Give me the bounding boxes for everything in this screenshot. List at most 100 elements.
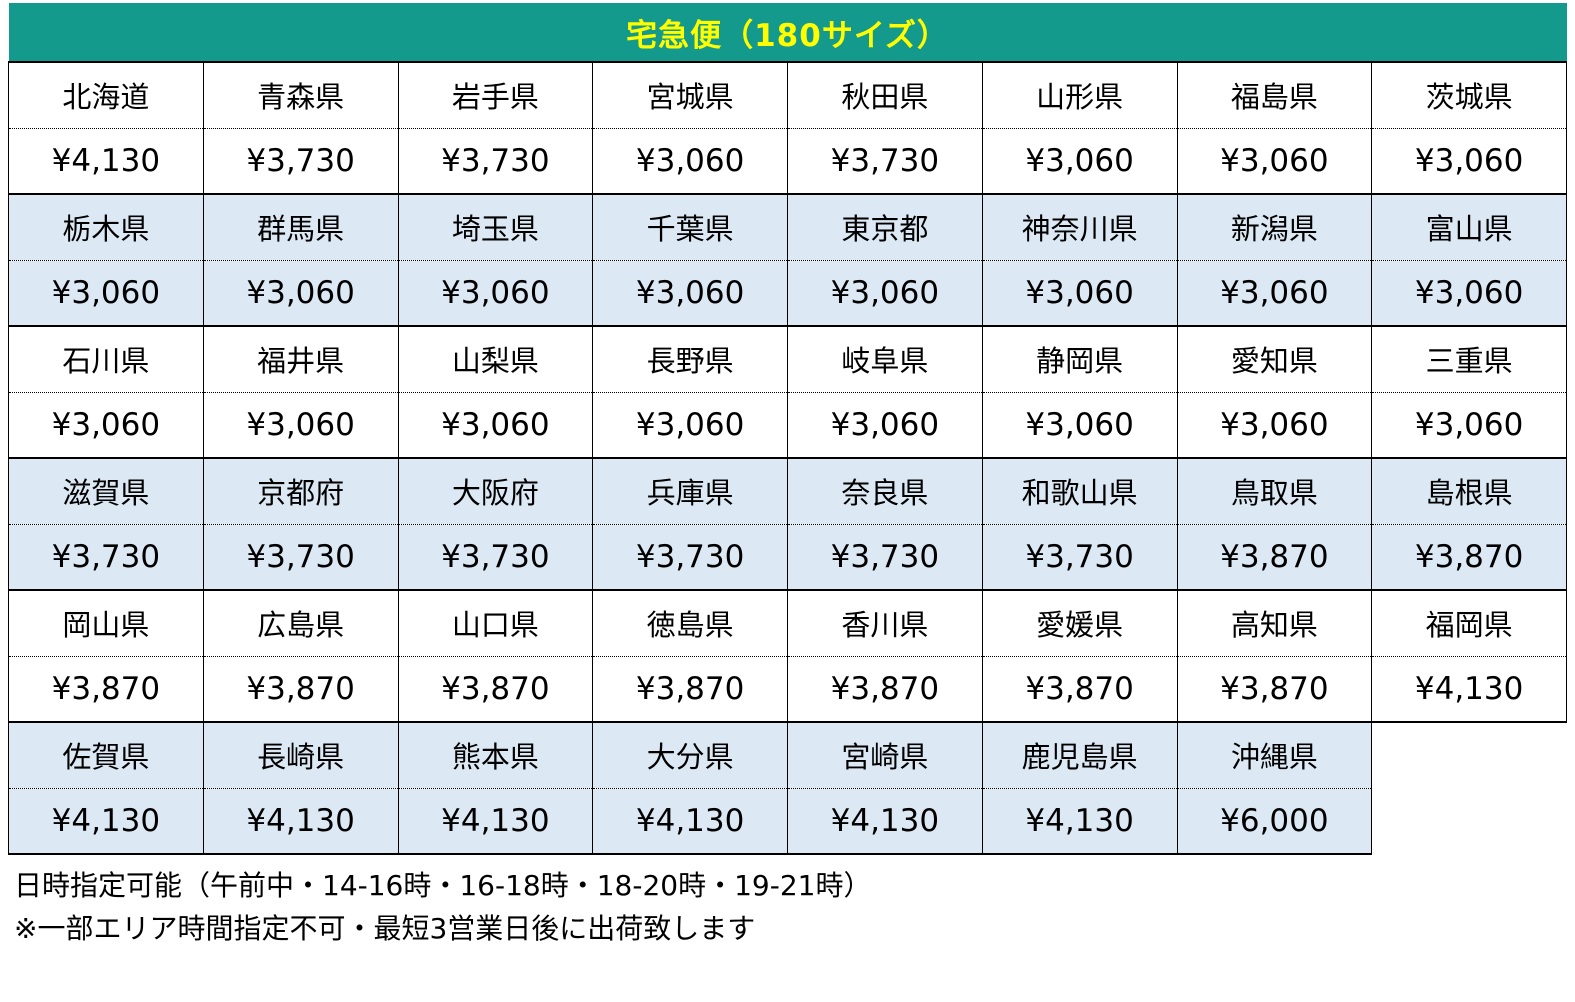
prefecture-cell: 福島県: [1176, 61, 1373, 129]
prefecture-cell: 北海道: [8, 61, 204, 129]
price-cell: ¥6,000: [1176, 787, 1373, 855]
prefecture-name-row: 栃木県 群馬県 埼玉県 千葉県 東京都 神奈川県 新潟県 富山県: [8, 193, 1567, 261]
price-cell: ¥3,060: [981, 259, 1178, 327]
price-row: ¥3,060 ¥3,060 ¥3,060 ¥3,060 ¥3,060 ¥3,060 ¥3,0…: [8, 259, 1567, 327]
table-title: 宅急便（180サイズ）: [8, 3, 1567, 62]
prefecture-cell: 愛知県: [1176, 325, 1373, 393]
price-cell: ¥3,060: [787, 391, 983, 459]
rate-table-body: 宅急便（180サイズ） 北海道 青森県 岩手県 宮城県 秋田県 山形県 福島県 茨城県 ¥4,1…: [8, 3, 1567, 855]
prefecture-cell: 新潟県: [1176, 193, 1373, 261]
price-cell: ¥4,130: [202, 787, 399, 855]
price-cell: ¥3,060: [397, 259, 594, 327]
price-row: ¥4,130 ¥4,130 ¥4,130 ¥4,130 ¥4,130 ¥4,130 ¥6,0…: [8, 787, 1567, 855]
prefecture-cell: 山口県: [397, 589, 594, 657]
prefecture-cell: 岐阜県: [787, 325, 983, 393]
prefecture-cell: 岩手県: [397, 61, 594, 129]
shipping-rate-table: 宅急便（180サイズ） 北海道 青森県 岩手県 宮城県 秋田県 山形県 福島県 茨城県 ¥4,1…: [8, 3, 1567, 855]
prefecture-cell: 埼玉県: [397, 193, 594, 261]
prefecture-name-row: 石川県 福井県 山梨県 長野県 岐阜県 静岡県 愛知県 三重県: [8, 325, 1567, 393]
price-row: ¥3,870 ¥3,870 ¥3,870 ¥3,870 ¥3,870 ¥3,870 ¥3,8…: [8, 655, 1567, 723]
prefecture-cell: 山形県: [981, 61, 1178, 129]
shipping-restriction-note: ※一部エリア時間指定不可・最短3営業日後に出荷致します: [14, 912, 756, 946]
prefecture-name-row: 北海道 青森県 岩手県 宮城県 秋田県 山形県 福島県 茨城県: [8, 61, 1567, 129]
price-row: ¥3,060 ¥3,060 ¥3,060 ¥3,060 ¥3,060 ¥3,060 ¥3,0…: [8, 391, 1567, 459]
price-cell: ¥3,060: [592, 259, 788, 327]
prefecture-cell: 香川県: [787, 589, 983, 657]
prefecture-cell: 石川県: [8, 325, 204, 393]
price-cell: ¥4,130: [397, 787, 594, 855]
price-cell: ¥3,060: [1176, 391, 1373, 459]
price-cell: ¥3,730: [397, 523, 594, 591]
price-cell: ¥3,060: [787, 259, 983, 327]
prefecture-name-row: 佐賀県 長崎県 熊本県 大分県 宮崎県 鹿児島県 沖縄県: [8, 721, 1567, 789]
price-cell: ¥3,870: [202, 655, 399, 723]
price-cell: ¥4,130: [592, 787, 788, 855]
prefecture-cell: 沖縄県: [1176, 721, 1373, 789]
price-cell: ¥3,060: [1371, 391, 1567, 459]
price-cell: ¥3,060: [981, 391, 1178, 459]
price-cell: ¥3,060: [202, 259, 399, 327]
prefecture-cell: 静岡県: [981, 325, 1178, 393]
price-cell: ¥3,060: [397, 391, 594, 459]
prefecture-cell: 愛媛県: [981, 589, 1178, 657]
prefecture-cell: 高知県: [1176, 589, 1373, 657]
price-cell: ¥3,870: [1176, 523, 1373, 591]
price-cell: ¥3,060: [202, 391, 399, 459]
price-row: ¥3,730 ¥3,730 ¥3,730 ¥3,730 ¥3,730 ¥3,730 ¥3,8…: [8, 523, 1567, 591]
prefecture-cell: 東京都: [787, 193, 983, 261]
prefecture-cell: 徳島県: [592, 589, 788, 657]
prefecture-cell: 三重県: [1371, 325, 1567, 393]
prefecture-cell: 群馬県: [202, 193, 399, 261]
prefecture-cell: 宮崎県: [787, 721, 983, 789]
prefecture-cell: 鹿児島県: [981, 721, 1178, 789]
delivery-time-note: 日時指定可能（午前中・14-16時・16-18時・18-20時・19-21時）: [14, 869, 872, 902]
price-cell: ¥3,730: [787, 523, 983, 591]
prefecture-cell: 長崎県: [202, 721, 399, 789]
price-cell: ¥4,130: [787, 787, 983, 855]
price-cell: ¥4,130: [981, 787, 1178, 855]
title-row: 宅急便（180サイズ）: [8, 3, 1567, 62]
footer-notes: 日時指定可能（午前中・14-16時・16-18時・18-20時・19-21時） …: [14, 864, 871, 951]
prefecture-cell: 茨城県: [1371, 61, 1567, 129]
prefecture-cell: 秋田県: [787, 61, 983, 129]
price-cell: ¥3,060: [1176, 259, 1373, 327]
price-cell: ¥3,870: [592, 655, 788, 723]
prefecture-cell: 大阪府: [397, 457, 594, 525]
price-cell: ¥3,870: [397, 655, 594, 723]
prefecture-cell: 宮城県: [592, 61, 788, 129]
prefecture-cell: 神奈川県: [981, 193, 1178, 261]
price-cell: ¥4,130: [8, 127, 204, 195]
price-cell: ¥3,060: [592, 391, 788, 459]
price-cell: ¥3,060: [8, 391, 204, 459]
prefecture-cell: 千葉県: [592, 193, 788, 261]
prefecture-cell: 和歌山県: [981, 457, 1178, 525]
price-cell: ¥3,060: [981, 127, 1178, 195]
prefecture-cell: 大分県: [592, 721, 788, 789]
price-cell: ¥3,730: [8, 523, 204, 591]
price-cell: ¥3,060: [1371, 259, 1567, 327]
prefecture-cell: 富山県: [1371, 193, 1567, 261]
prefecture-cell: 佐賀県: [8, 721, 204, 789]
prefecture-cell: 鳥取県: [1176, 457, 1373, 525]
prefecture-cell: 岡山県: [8, 589, 204, 657]
price-cell: ¥3,060: [1371, 127, 1567, 195]
prefecture-cell: 栃木県: [8, 193, 204, 261]
price-cell: ¥3,060: [8, 259, 204, 327]
price-cell: ¥3,870: [981, 655, 1178, 723]
prefecture-cell: 福井県: [202, 325, 399, 393]
price-row: ¥4,130 ¥3,730 ¥3,730 ¥3,060 ¥3,730 ¥3,060 ¥3,0…: [8, 127, 1567, 195]
prefecture-cell: 兵庫県: [592, 457, 788, 525]
price-cell: ¥3,870: [8, 655, 204, 723]
price-cell: ¥3,730: [787, 127, 983, 195]
prefecture-cell: 長野県: [592, 325, 788, 393]
prefecture-cell: 広島県: [202, 589, 399, 657]
price-cell: ¥3,870: [1371, 523, 1567, 591]
price-cell: ¥4,130: [1371, 655, 1567, 723]
empty-cell: [1371, 722, 1567, 788]
price-cell: ¥3,730: [981, 523, 1178, 591]
prefecture-name-row: 岡山県 広島県 山口県 徳島県 香川県 愛媛県 高知県 福岡県: [8, 589, 1567, 657]
prefecture-name-row: 滋賀県 京都府 大阪府 兵庫県 奈良県 和歌山県 鳥取県 島根県: [8, 457, 1567, 525]
prefecture-cell: 熊本県: [397, 721, 594, 789]
price-cell: ¥3,060: [1176, 127, 1373, 195]
prefecture-cell: 福岡県: [1371, 589, 1567, 657]
